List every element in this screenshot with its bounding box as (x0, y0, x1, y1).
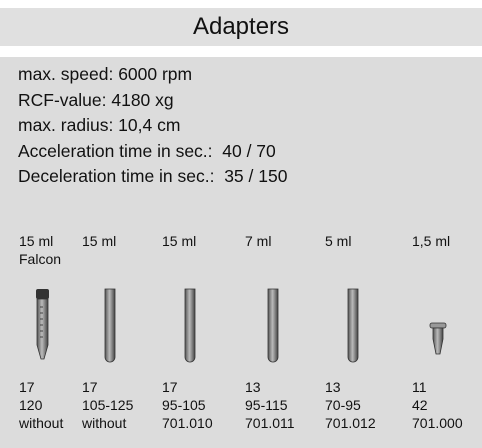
tube (268, 289, 278, 362)
adapter-volume: 5 ml (325, 232, 351, 250)
adapter-value: 701.011 (245, 414, 295, 432)
adapter-value: 120 (19, 396, 42, 414)
spec-line: max. radius: 10,4 cm (18, 115, 180, 136)
adapter-value: 95-105 (162, 396, 206, 414)
spec-line: max. speed: 6000 rpm (18, 64, 192, 85)
spec-line: Deceleration time in sec.: 35 / 150 (18, 166, 287, 187)
adapter-value: 42 (412, 396, 428, 414)
adapter-value: 13 (325, 378, 341, 396)
adapter-value: without (19, 414, 63, 432)
spec-line: RCF-value: 4180 xg (18, 90, 174, 111)
adapter-value: 701.010 (162, 414, 213, 432)
adapter-volume: 15 ml (162, 232, 196, 250)
falcon-tube (36, 289, 49, 359)
adapter-value: 13 (245, 378, 261, 396)
page: Adapters max. speed: 6000 rpmRCF-value: (0, 0, 482, 448)
adapter-value: 105-125 (82, 396, 133, 414)
adapter-value: 17 (82, 378, 98, 396)
tube (105, 289, 115, 362)
spec-line: Acceleration time in sec.: 40 / 70 (18, 141, 276, 162)
adapter-value: 70-95 (325, 396, 361, 414)
adapter-value: 701.000 (412, 414, 463, 432)
adapter-volume: 15 ml (19, 232, 53, 250)
adapter-value: without (82, 414, 126, 432)
adapter-volume: 1,5 ml (412, 232, 450, 250)
tube (185, 289, 195, 362)
small-tube (430, 323, 446, 354)
adapter-value: 17 (19, 378, 35, 396)
tube (348, 289, 358, 362)
adapter-value: 17 (162, 378, 178, 396)
adapter-volume: 7 ml (245, 232, 271, 250)
adapter-type: Falcon (19, 250, 61, 268)
adapter-volume: 15 ml (82, 232, 116, 250)
adapter-value: 11 (412, 378, 427, 396)
adapter-value: 701.012 (325, 414, 376, 432)
adapter-value: 95-115 (245, 396, 288, 414)
title: Adapters (0, 8, 482, 46)
